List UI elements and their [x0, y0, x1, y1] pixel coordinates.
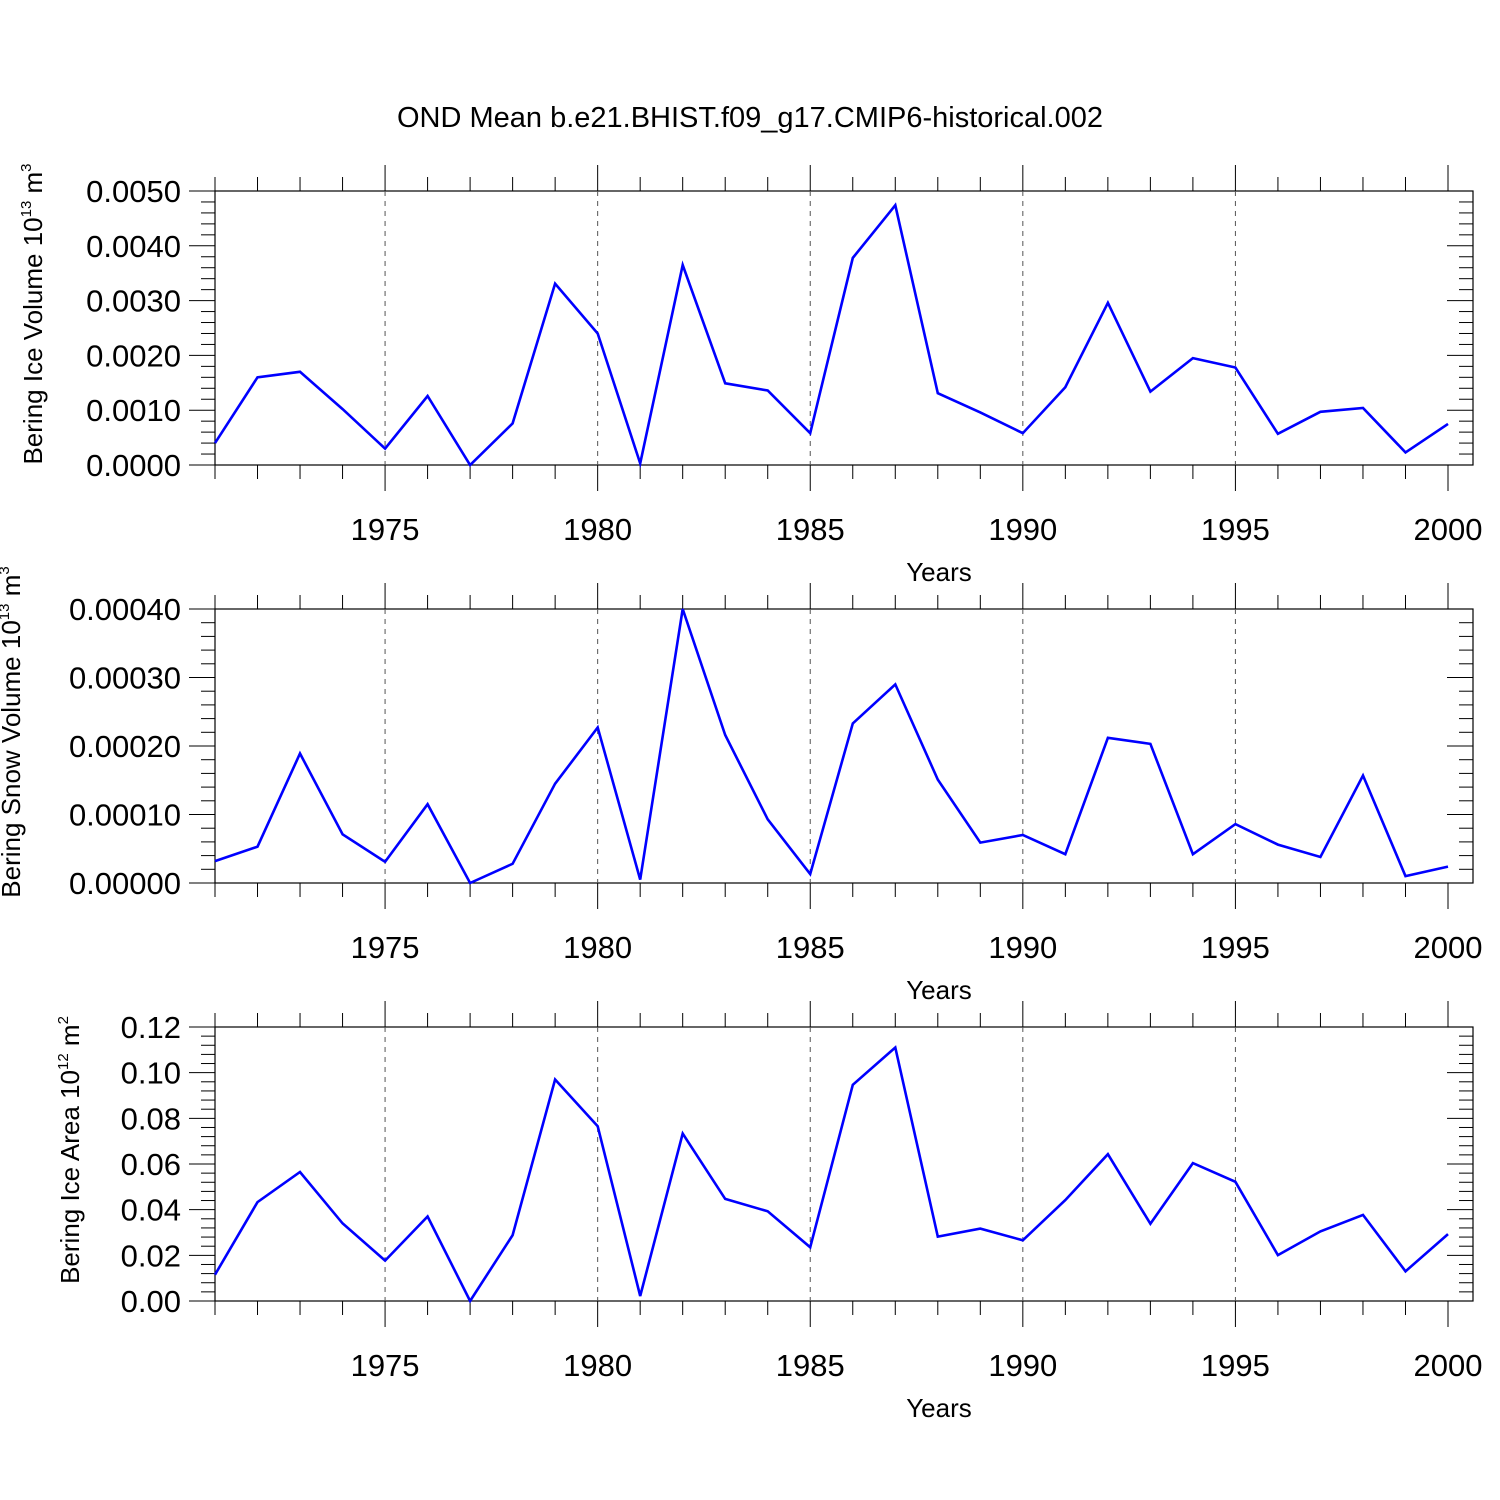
y-tick-label: 0.04 [121, 1193, 181, 1228]
y-tick-label: 0.00000 [69, 866, 181, 901]
x-tick-label: 1980 [563, 512, 632, 547]
y-tick-label: 0.08 [121, 1101, 181, 1136]
x-tick-label: 1995 [1201, 1348, 1270, 1383]
x-tick-label: 1990 [988, 512, 1057, 547]
series-line [213, 202, 1449, 469]
x-axis-label: Years [906, 975, 972, 1005]
plot-frame [214, 190, 1474, 466]
y-tick-label: 0.02 [121, 1238, 181, 1273]
y-tick-label: 0.12 [121, 1010, 181, 1045]
y-tick-label: 0.0050 [86, 174, 181, 209]
y-axis-label-text: Bering Ice Area 10 [55, 1070, 85, 1284]
plot-frame [214, 608, 1474, 884]
x-tick-label: 1980 [563, 1348, 632, 1383]
x-tick-label: 1975 [351, 512, 420, 547]
y-tick-label: 0.0040 [86, 229, 181, 264]
y-tick-label: 0.10 [121, 1056, 181, 1091]
x-tick-label: 1975 [351, 930, 420, 965]
x-tick-label: 2000 [1414, 930, 1483, 965]
panel-3: 1975 1980 1985 1990 1995 2000 Years 0.00 0.02 0.0… [55, 1001, 1482, 1423]
panel-1: 1975 1980 1985 1990 1995 2000 Years 0.0000 0.001… [18, 163, 1482, 587]
x-tick-label: 2000 [1414, 1348, 1483, 1383]
y-tick-label: 0.00020 [69, 729, 181, 764]
x-tick-label: 1985 [776, 1348, 845, 1383]
x-tick-label: 1990 [988, 1348, 1057, 1383]
series-line [213, 1045, 1449, 1304]
y-axis-label-unit: m [0, 575, 26, 604]
panels: 1975 1980 1985 1990 1995 2000Years0.00000.001… [0, 163, 1482, 1423]
y-axis-label-exponent: 13 [0, 604, 13, 621]
chart-title: OND Mean b.e21.BHIST.f09_g17.CMIP6-histo… [397, 102, 1103, 134]
y-tick-label: 0.00040 [69, 592, 181, 627]
x-tick-label: 1995 [1201, 512, 1270, 547]
y-axis-label: Bering Ice Volume 1013 m3 [18, 163, 48, 464]
y-axis-label-exponent: 13 [18, 201, 35, 218]
plot-frame [214, 1026, 1474, 1302]
y-axis-label-exponent: 12 [55, 1053, 72, 1070]
panel-2: 1975 1980 1985 1990 1995 2000 Years 0.00000 0.00… [0, 566, 1482, 1005]
y-axis-label-unit: m [18, 172, 48, 201]
x-tick-label: 2000 [1414, 512, 1483, 547]
y-axis-label-text: Bering Snow Volume 10 [0, 620, 26, 898]
x-axis-label: Years [906, 557, 972, 587]
x-tick-label: 1985 [776, 512, 845, 547]
y-tick-label: 0.00030 [69, 661, 181, 696]
y-axis-label: Bering Ice Area 1012 m2 [55, 1016, 85, 1284]
y-tick-label: 0.06 [121, 1147, 181, 1182]
x-tick-label: 1995 [1201, 930, 1270, 965]
y-tick-label: 0.00 [121, 1284, 181, 1319]
x-axis-label: Years [906, 1393, 972, 1423]
y-axis-label-unit-exponent: 3 [18, 163, 35, 171]
y-axis-label-unit: m [55, 1024, 85, 1053]
y-axis-label-unit-exponent: 3 [0, 566, 13, 574]
y-axis-label-text: Bering Ice Volume 10 [18, 217, 48, 464]
x-tick-label: 1980 [563, 930, 632, 965]
x-tick-label: 1975 [351, 1348, 420, 1383]
y-tick-label: 0.0000 [86, 448, 181, 483]
y-axis-label-unit-exponent: 2 [55, 1016, 72, 1024]
y-tick-label: 0.0010 [86, 393, 181, 428]
y-axis-label: Bering Snow Volume 1013 m3 [0, 566, 26, 897]
x-tick-label: 1990 [988, 930, 1057, 965]
y-tick-label: 0.0030 [86, 284, 181, 319]
x-tick-label: 1985 [776, 930, 845, 965]
series-line [214, 608, 1449, 885]
y-tick-label: 0.0020 [86, 338, 181, 373]
y-tick-label: 0.00010 [69, 798, 181, 833]
